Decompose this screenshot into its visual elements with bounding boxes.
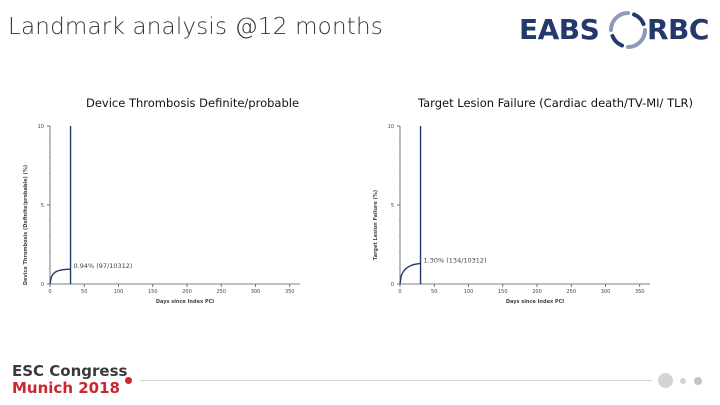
x-tick-label: 350 <box>635 289 645 295</box>
x-tick-label: 0 <box>398 289 401 295</box>
chart-tlf: 0 5 10 0 50 100 150 200 250 300 350 1.30% (134/1031… <box>368 118 658 308</box>
y-tick-label: 0 <box>391 282 394 288</box>
chart-title-thrombosis: Device Thrombosis Definite/probable <box>86 96 300 110</box>
x-tick-label: 50 <box>431 289 437 295</box>
footer-divider <box>140 380 652 381</box>
esc-congress-logo: ESC Congress Munich 2018 <box>12 363 127 397</box>
x-tick-label: 250 <box>216 289 226 295</box>
footer-line-2: Munich 2018 <box>12 379 120 397</box>
chart-title-tlf: Target Lesion Failure (Cardiac death/TV-… <box>418 96 693 110</box>
km-curve <box>399 262 421 285</box>
x-tick-label: 150 <box>148 289 158 295</box>
ring-logo-icon <box>609 11 647 49</box>
x-tick-label: 300 <box>601 289 611 295</box>
eabs-orbc-logo: EABS RBC <box>519 8 713 52</box>
slide-nav-dots <box>658 372 710 390</box>
x-tick-label: 0 <box>48 289 51 295</box>
y-tick-label: 5 <box>41 203 44 209</box>
logo-text-right: RBC <box>647 13 709 46</box>
x-tick-label: 100 <box>464 289 474 295</box>
x-tick-label: 350 <box>285 289 295 295</box>
y-axis-label: Target Lesion Failure (%) <box>373 190 379 260</box>
slide-title: Landmark analysis @12 months <box>8 14 383 40</box>
x-tick-label: 200 <box>532 289 542 295</box>
y-tick-label: 5 <box>391 203 394 209</box>
x-tick-label: 100 <box>114 289 124 295</box>
curve-annotation: 1.30% (134/10312) <box>424 256 487 264</box>
x-axis-label: Days since Index PCI <box>156 299 214 305</box>
y-tick-label: 10 <box>38 124 44 130</box>
footer-line-1: ESC Congress <box>12 362 128 380</box>
footer-accent-dot <box>125 377 132 384</box>
nav-dot-icon <box>658 373 673 388</box>
chart-thrombosis: 0 5 10 0 50 100 150 200 250 300 350 0.94% (97/10312… <box>18 118 308 308</box>
x-axis-label: Days since Index PCI <box>506 299 564 305</box>
y-axis-label: Device Thrombosis (Definite/probable) (%… <box>23 165 29 285</box>
x-tick-label: 50 <box>81 289 87 295</box>
y-tick-label: 0 <box>41 282 44 288</box>
x-tick-label: 200 <box>182 289 192 295</box>
logo-text-left: EABS <box>519 13 600 46</box>
nav-dot-icon <box>680 378 686 384</box>
km-curve <box>49 268 71 285</box>
curve-annotation: 0.94% (97/10312) <box>74 262 133 270</box>
x-tick-label: 300 <box>251 289 261 295</box>
x-tick-label: 150 <box>498 289 508 295</box>
nav-dot-icon <box>694 377 702 385</box>
x-tick-label: 250 <box>566 289 576 295</box>
y-tick-label: 10 <box>388 124 394 130</box>
